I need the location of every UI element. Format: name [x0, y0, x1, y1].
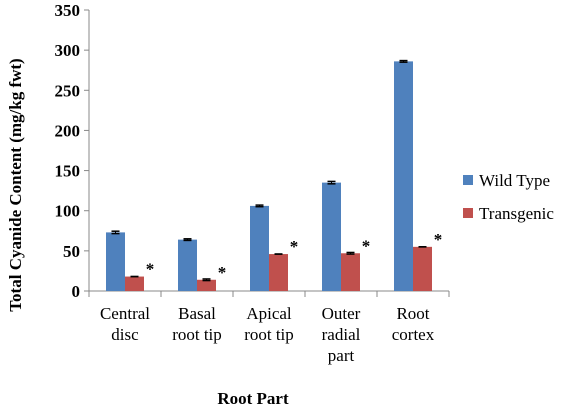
category-labels: Central disc Basal root tip Apical root tip Ou… — [100, 304, 435, 365]
y-tick-label: 300 — [55, 41, 81, 60]
legend-label: Transgenic — [479, 204, 554, 223]
error-bar — [183, 238, 192, 242]
x-category-label-line: Outer — [322, 304, 361, 323]
x-category-label-line: cortex — [392, 325, 435, 344]
x-category-label: Outer radial part — [322, 304, 361, 365]
legend-label: Wild Type — [479, 171, 550, 190]
legend: Wild Type Transgenic — [463, 171, 554, 223]
error-bar — [202, 278, 211, 282]
x-category-label-line: Root — [396, 304, 429, 323]
x-category-label-line: root tip — [244, 325, 294, 344]
significance-marker: * — [434, 230, 443, 249]
y-tick-label: 150 — [55, 162, 81, 181]
bars: * * * * * — [106, 59, 443, 291]
bar-transgenic — [125, 276, 144, 291]
y-tick-label: 250 — [55, 81, 81, 100]
bar-transgenic — [341, 253, 360, 291]
x-category-label: Central disc — [100, 304, 150, 344]
x-category-label-line: radial — [322, 325, 361, 344]
bar-wild-type — [106, 232, 125, 291]
bar-transgenic — [269, 254, 288, 291]
y-tick-label: 200 — [55, 121, 81, 140]
y-axis: 0 50 100 150 200 250 300 350 — [55, 1, 90, 301]
x-category-label-line: part — [328, 346, 355, 365]
error-bar — [399, 59, 408, 63]
x-category-label: Root cortex — [392, 304, 435, 344]
bar-wild-type — [394, 61, 413, 291]
x-axis-title: Root Part — [217, 389, 289, 408]
error-bar — [111, 230, 120, 235]
x-category-label-line: Basal — [178, 304, 216, 323]
error-bar — [255, 204, 264, 208]
bar-transgenic — [197, 279, 216, 291]
significance-marker: * — [218, 263, 227, 282]
error-bar — [327, 180, 336, 185]
x-category-label-line: Central — [100, 304, 150, 323]
bar-wild-type — [178, 239, 197, 291]
y-tick-label: 0 — [72, 282, 81, 301]
y-tick-label: 50 — [63, 242, 80, 261]
x-axis — [88, 290, 450, 297]
x-category-label: Apical root tip — [244, 304, 294, 344]
x-category-label: Basal root tip — [172, 304, 222, 344]
bar-transgenic — [413, 246, 432, 291]
x-category-label-line: root tip — [172, 325, 222, 344]
bar-wild-type — [250, 205, 269, 291]
error-bar — [346, 251, 355, 255]
significance-marker: * — [362, 236, 371, 255]
y-tick-label: 100 — [55, 202, 81, 221]
x-category-label-line: Apical — [246, 304, 292, 323]
legend-swatch — [463, 175, 473, 185]
legend-swatch — [463, 208, 473, 218]
significance-marker: * — [146, 260, 155, 279]
x-category-label-line: disc — [111, 325, 139, 344]
bar-wild-type — [322, 182, 341, 291]
y-tick-label: 350 — [55, 1, 81, 20]
significance-marker: * — [290, 237, 299, 256]
y-axis-title: Total Cyanide Content (mg/kg fwt) — [6, 58, 25, 311]
